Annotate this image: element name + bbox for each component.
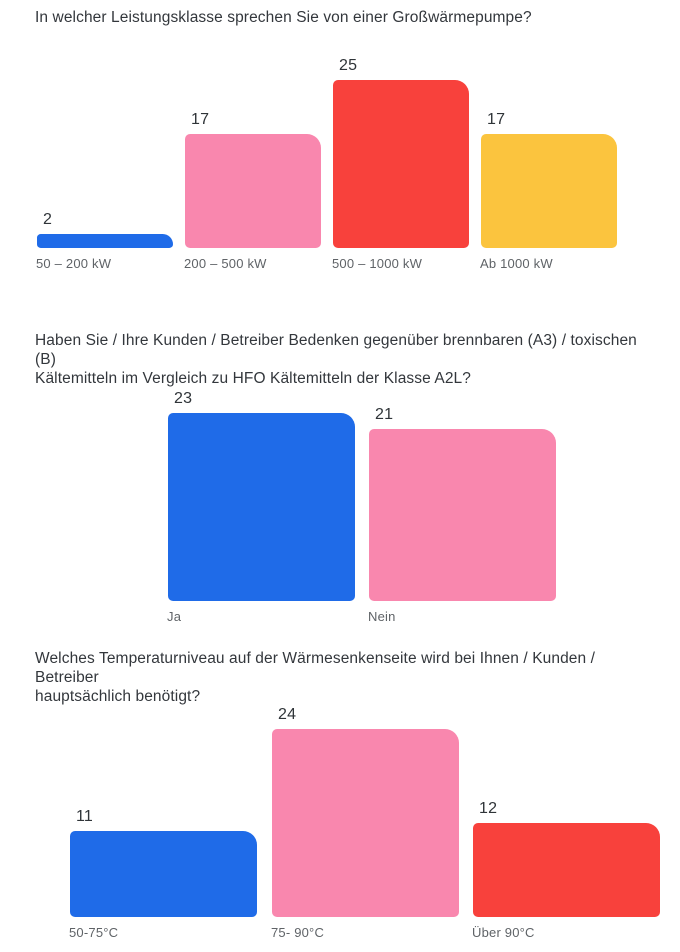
bar-chart-refrigerant-concerns: 23 Ja 21 Nein	[167, 390, 557, 624]
chart-title-refrigerant-concerns: Haben Sie / Ihre Kunden / Betreiber Bede…	[35, 332, 637, 387]
bar	[369, 429, 556, 601]
bar-value-label: 2	[43, 211, 53, 228]
bar	[333, 80, 469, 248]
bar	[481, 134, 617, 248]
bar	[473, 823, 660, 917]
bar-category-label: Über 90°C	[472, 925, 535, 940]
bar-value-label: 21	[375, 406, 394, 423]
bar-category-label: 200 – 500 kW	[184, 256, 267, 271]
bar-category-label: Ab 1000 kW	[480, 256, 553, 271]
bar-value-label: 17	[487, 111, 506, 128]
bar-category-label: Nein	[368, 609, 396, 624]
bar	[168, 413, 355, 601]
bar-category-label: Ja	[167, 609, 182, 624]
bar	[37, 234, 173, 248]
chart-title-power-class: In welcher Leistungsklasse sprechen Sie …	[35, 9, 532, 26]
bar-chart-power-class: 2 50 – 200 kW 17 200 – 500 kW 25 500 – 1000 k…	[36, 57, 618, 271]
bar-value-label: 23	[174, 390, 193, 407]
bar-value-label: 17	[191, 111, 210, 128]
bar-category-label: 500 – 1000 kW	[332, 256, 423, 271]
bar-category-label: 75- 90°C	[271, 925, 325, 940]
bar	[272, 729, 459, 917]
bar-value-label: 24	[278, 706, 297, 723]
chart-title-temperature-level: Welches Temperaturniveau auf der Wärmese…	[35, 650, 596, 705]
bar	[70, 831, 257, 917]
bar-value-label: 11	[76, 808, 94, 825]
bar-category-label: 50-75°C	[69, 925, 119, 940]
bar-chart-temperature-level: 11 50-75°C 24 75- 90°C 12 Über 90°C	[69, 706, 660, 940]
bar-category-label: 50 – 200 kW	[36, 256, 112, 271]
bar-value-label: 12	[479, 800, 498, 817]
bar	[185, 134, 321, 248]
bar-value-label: 25	[339, 57, 358, 74]
